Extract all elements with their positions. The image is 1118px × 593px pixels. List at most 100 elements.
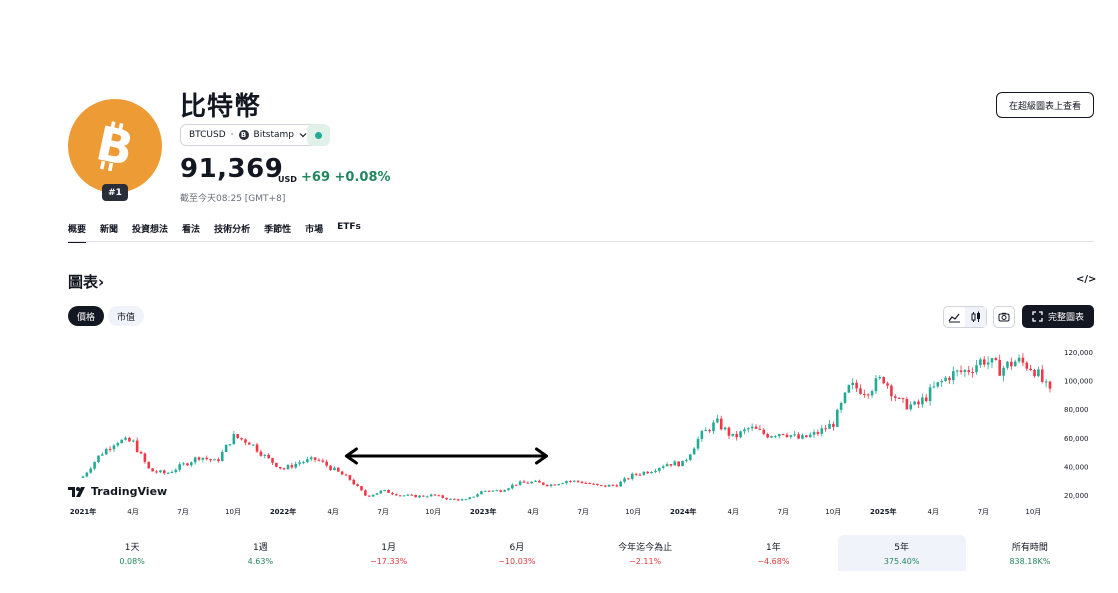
area-chart-icon[interactable] xyxy=(944,307,965,327)
tab-overview[interactable]: 概要 xyxy=(68,222,87,243)
period-7[interactable]: 所有時間 838.18K% xyxy=(966,535,1094,571)
y-tick-label: 100,000 xyxy=(1064,378,1093,386)
candle-body xyxy=(843,392,847,403)
last-price: 91,369 xyxy=(180,154,284,184)
tradingview-watermark: TradingView xyxy=(68,485,167,498)
candle-body xyxy=(251,444,255,446)
full-chart-button[interactable]: 完整圖表 xyxy=(1022,305,1094,328)
tab-ideas[interactable]: 投資想法 xyxy=(132,225,169,235)
embed-code-icon[interactable]: </> xyxy=(1076,274,1097,285)
tab-etfs[interactable]: ETFs xyxy=(337,222,361,232)
candle-body xyxy=(731,433,735,436)
toggle-market-cap[interactable]: 市值 xyxy=(108,306,145,326)
period-0[interactable]: 1天 0.08% xyxy=(68,535,196,571)
toggle-price[interactable]: 價格 xyxy=(68,306,105,326)
camera-icon[interactable] xyxy=(993,306,1015,328)
candle-body xyxy=(116,443,120,446)
candle-body xyxy=(224,444,228,453)
candle-body xyxy=(248,442,251,445)
x-tick-label: 7月 xyxy=(377,508,388,516)
candle-body xyxy=(592,483,595,485)
candle-body xyxy=(572,480,576,482)
tab-technicals[interactable]: 技術分析 xyxy=(214,225,251,235)
candle-body xyxy=(418,495,421,498)
candle-body xyxy=(812,432,816,435)
candle-body xyxy=(893,396,897,398)
period-1[interactable]: 1週 4.63% xyxy=(196,535,324,571)
period-2[interactable]: 1月 −17.33% xyxy=(325,535,453,571)
candle-body xyxy=(487,490,491,492)
candle-body xyxy=(611,484,615,486)
chart-mode-toggle: 價格 市值 xyxy=(68,306,145,326)
x-tick-label: 4月 xyxy=(127,508,138,516)
candle-body xyxy=(700,431,704,439)
candle-body xyxy=(863,393,866,395)
view-on-superchart-button[interactable]: 在超級圖表上查看 xyxy=(996,92,1094,118)
candle-body xyxy=(298,462,301,464)
tab-news[interactable]: 新聞 xyxy=(100,225,119,235)
candle-body xyxy=(371,494,375,497)
candle-body xyxy=(890,385,893,397)
candle-body xyxy=(855,382,858,389)
candle-body xyxy=(754,426,758,429)
candle-body xyxy=(716,418,719,423)
y-tick-label: 20,000 xyxy=(1064,492,1089,500)
candle-body xyxy=(712,422,715,432)
tab-markets[interactable]: 市場 xyxy=(305,225,324,235)
symbol-exchange-selector[interactable]: BTCUSD · B Bitstamp xyxy=(180,124,316,146)
period-change: 4.63% xyxy=(247,557,274,566)
candle-body xyxy=(483,490,487,492)
chevron-down-icon xyxy=(299,133,307,138)
tab-seasonals[interactable]: 季節性 xyxy=(264,225,292,235)
candle-body xyxy=(317,459,321,461)
x-tick-label: 2025年 xyxy=(870,507,896,516)
candle-body xyxy=(108,448,112,450)
market-status-indicator[interactable] xyxy=(307,124,330,146)
candle-body xyxy=(553,484,557,486)
candle-body xyxy=(89,468,93,473)
candle-body xyxy=(178,464,181,470)
page-title: 比特幣 xyxy=(180,92,262,122)
tab-minds[interactable]: 看法 xyxy=(182,225,201,235)
bitstamp-icon: B xyxy=(238,130,249,140)
full-chart-label: 完整圖表 xyxy=(1047,313,1084,323)
candle-body xyxy=(155,471,158,473)
candle-body xyxy=(151,468,154,472)
period-6[interactable]: 5年 375.40% xyxy=(837,535,966,571)
candle-body xyxy=(263,454,267,456)
candle-body xyxy=(453,498,456,500)
candle-body xyxy=(162,470,166,474)
candle-body xyxy=(360,486,363,491)
candle-body xyxy=(205,457,209,460)
candle-body xyxy=(565,481,568,484)
candle-body xyxy=(139,451,143,454)
candlestick-chart-icon[interactable] xyxy=(965,307,986,327)
candle-body xyxy=(646,471,650,474)
candle-body xyxy=(329,465,332,470)
period-label: 1天 xyxy=(124,543,140,553)
chart-section-title[interactable]: 圖表› xyxy=(68,271,104,292)
candle-body xyxy=(367,495,371,497)
x-tick-label: 4月 xyxy=(727,508,738,516)
tradingview-logo-icon xyxy=(68,486,85,497)
fullscreen-icon xyxy=(1032,311,1043,322)
period-label: 1週 xyxy=(253,543,268,553)
candle-body xyxy=(952,371,955,381)
candle-body xyxy=(220,452,224,462)
tradingview-label: TradingView xyxy=(91,485,168,498)
candle-body xyxy=(832,423,835,427)
candle-body xyxy=(278,466,282,469)
candle-body xyxy=(917,401,920,405)
candle-body xyxy=(526,482,530,484)
candle-body xyxy=(1040,369,1044,382)
period-4[interactable]: 今年迄今為止 −2.11% xyxy=(581,535,709,571)
period-5[interactable]: 1年 −4.68% xyxy=(709,535,837,571)
candle-body xyxy=(580,481,584,483)
candle-body xyxy=(425,496,429,498)
candle-body xyxy=(828,423,831,429)
candle-body xyxy=(820,428,824,434)
candle-body xyxy=(816,432,820,434)
period-3[interactable]: 6月 −10.03% xyxy=(453,535,581,571)
candle-body xyxy=(805,435,808,438)
